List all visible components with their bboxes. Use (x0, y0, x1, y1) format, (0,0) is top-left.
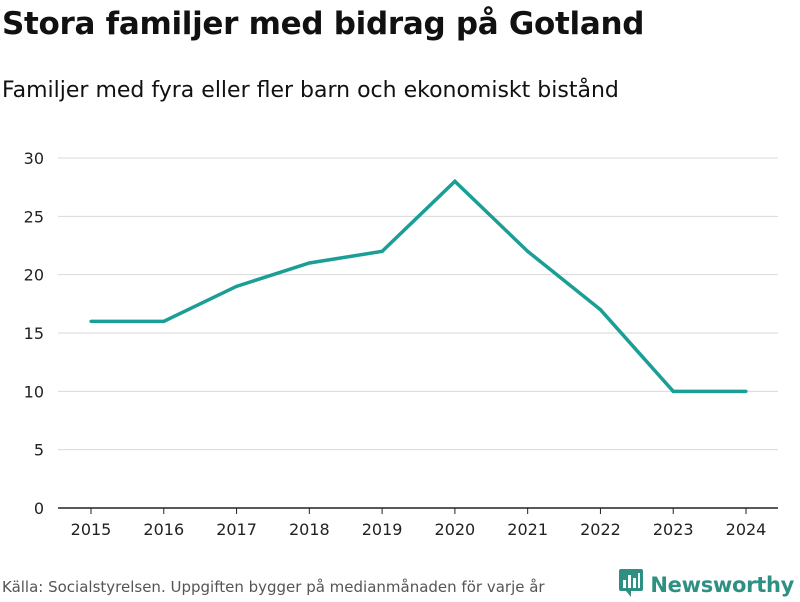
data-point (380, 249, 384, 253)
y-tick-label: 10 (24, 382, 44, 401)
y-tick-label: 20 (24, 266, 44, 285)
bar-chart-bubble-icon (618, 568, 644, 602)
y-tick-label: 25 (24, 207, 44, 226)
x-tick-label: 2022 (580, 520, 621, 539)
data-point (598, 308, 603, 312)
x-tick-label: 2019 (362, 520, 403, 539)
chart-subtitle: Familjer med fyra eller fler barn och ek… (2, 78, 619, 103)
x-axis (58, 507, 778, 514)
x-tick-label: 2020 (435, 520, 476, 539)
data-point (453, 179, 457, 183)
gridlines (58, 157, 778, 451)
data-point (89, 319, 93, 323)
x-tick-label: 2024 (726, 520, 767, 539)
y-tick-label: 15 (24, 324, 44, 343)
brand-name: Newsworthy (650, 573, 794, 597)
line-chart: 0 5 10 15 20 25 30 2015 2016 2017 2018 2019 2020 202… (24, 149, 778, 539)
x-tick-label: 2017 (216, 520, 257, 539)
x-tick-label: 2015 (71, 520, 112, 539)
x-tick-label: 2021 (507, 520, 548, 539)
y-tick-label: 5 (34, 441, 44, 460)
brand-logo: Newsworthy (618, 568, 794, 602)
x-tick-label: 2023 (653, 520, 694, 539)
x-tick-label: 2016 (143, 520, 184, 539)
y-tick-label: 30 (24, 149, 44, 168)
series-line-0 (91, 178, 746, 394)
series-layer (89, 178, 748, 394)
data-point (234, 284, 239, 288)
chart-title: Stora familjer med bidrag på Gotland (2, 6, 645, 42)
data-point (162, 319, 166, 323)
x-tick-label: 2018 (289, 520, 330, 539)
data-point (671, 389, 675, 393)
data-point (526, 249, 530, 253)
y-tick-label: 0 (34, 499, 44, 518)
x-axis-labels: 2015 2016 2017 2018 2019 2020 2021 2022 2023 2024 (71, 520, 767, 539)
y-axis-labels: 0 5 10 15 20 25 30 (24, 149, 44, 518)
data-point (307, 261, 311, 265)
data-point (744, 389, 748, 393)
source-note: Källa: Socialstyrelsen. Uppgiften bygger… (2, 578, 545, 596)
